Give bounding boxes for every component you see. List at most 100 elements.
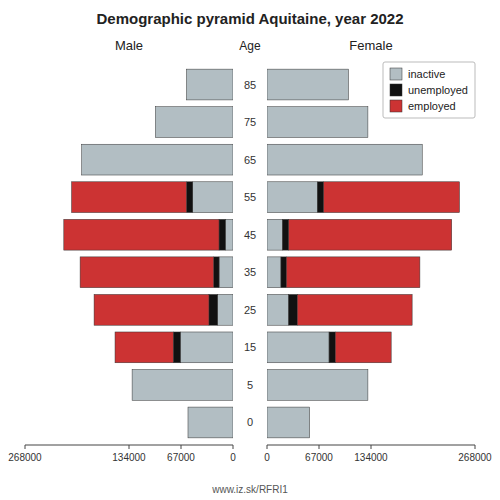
panel-title: Female	[349, 38, 392, 53]
bar: inactive	[267, 144, 422, 175]
bar: employed	[72, 182, 187, 213]
bar: employed	[309, 407, 310, 438]
legend: inactive unemployed employed	[383, 62, 475, 118]
bar: unemployed	[132, 370, 133, 401]
bar: inactive	[267, 69, 348, 100]
bar: employed	[155, 107, 156, 138]
legend-label: unemployed	[408, 84, 468, 96]
bar: employed	[186, 69, 187, 100]
bar: inactive	[193, 182, 233, 213]
bar: inactive	[219, 257, 233, 288]
x-tick-label: 134000	[112, 452, 146, 463]
bar: unemployed	[209, 294, 218, 325]
bar: unemployed	[186, 69, 187, 100]
bar: employed	[367, 370, 368, 401]
x-tick-label: 268000	[8, 452, 42, 463]
x-tick-label: 268000	[458, 452, 492, 463]
bar: inactive	[267, 332, 329, 363]
y-tick-label: 65	[244, 154, 256, 166]
x-tick	[267, 445, 268, 449]
bar: unemployed	[422, 144, 423, 175]
bar: employed	[422, 144, 423, 175]
y-tick-label: 15	[244, 341, 256, 353]
x-tick-label: 67000	[167, 452, 195, 463]
y-tick-label: 55	[244, 191, 256, 203]
axis-label: Age	[239, 39, 261, 53]
bar: employed	[297, 294, 412, 325]
bar: unemployed	[155, 107, 156, 138]
x-tick	[181, 445, 182, 449]
x-tick-label: 134000	[354, 452, 388, 463]
bar: employed	[115, 332, 173, 363]
y-tick-label: 85	[244, 79, 256, 91]
bar: unemployed	[367, 370, 368, 401]
panel-title: Male	[115, 38, 143, 53]
bar: inactive	[180, 332, 233, 363]
x-tick	[25, 445, 26, 449]
bar: employed	[367, 107, 368, 138]
x-tick-label: 0	[264, 452, 270, 463]
bar: employed	[324, 182, 460, 213]
title: Demographic pyramid Aquitaine, year 2022	[96, 10, 403, 27]
bar: employed	[348, 69, 349, 100]
panel: Maleinactiveunemployedemployedinactiveun…	[8, 38, 236, 463]
bar: inactive	[267, 257, 281, 288]
bar: inactive	[132, 370, 233, 401]
y-tick-label: 35	[244, 266, 256, 278]
bar: unemployed	[187, 407, 188, 438]
bar: unemployed	[367, 107, 368, 138]
y-tick-label: 25	[244, 304, 256, 316]
y-tick-label: 75	[244, 116, 256, 128]
bar: inactive	[267, 294, 289, 325]
legend-box	[383, 62, 475, 118]
bar: unemployed	[283, 219, 289, 250]
bar: unemployed	[317, 182, 323, 213]
bar: unemployed	[186, 182, 192, 213]
x-tick	[129, 445, 130, 449]
y-tick-label: 0	[247, 416, 253, 428]
annotation: www.iz.sk/RFRI1	[211, 484, 288, 495]
bar: inactive	[82, 144, 233, 175]
bar: employed	[81, 144, 82, 175]
bar: employed	[132, 370, 133, 401]
bar: inactive	[267, 107, 368, 138]
y-tick-label: 5	[247, 379, 253, 391]
bar: inactive	[225, 219, 233, 250]
bar: employed	[187, 407, 188, 438]
chart: Demographic pyramid Aquitaine, year 2022…	[0, 0, 500, 500]
x-tick	[233, 445, 234, 449]
bar: inactive	[267, 182, 317, 213]
legend-swatch	[390, 84, 402, 96]
x-tick	[319, 445, 320, 449]
bar: inactive	[267, 407, 310, 438]
bar: employed	[64, 219, 219, 250]
x-tick-label: 0	[230, 452, 236, 463]
bar: unemployed	[329, 332, 335, 363]
bar: unemployed	[281, 257, 286, 288]
bar: inactive	[155, 107, 233, 138]
bar: inactive	[186, 69, 233, 100]
bar: unemployed	[348, 69, 349, 100]
bar: employed	[335, 332, 391, 363]
x-tick	[475, 445, 476, 449]
bar: unemployed	[289, 294, 298, 325]
legend-label: employed	[408, 100, 456, 112]
bar: inactive	[217, 294, 233, 325]
bar: employed	[80, 257, 213, 288]
bar: unemployed	[173, 332, 180, 363]
bar: unemployed	[219, 219, 225, 250]
legend-swatch	[390, 68, 402, 80]
bar: unemployed	[214, 257, 219, 288]
bar: unemployed	[309, 407, 310, 438]
x-tick	[371, 445, 372, 449]
bar: employed	[286, 257, 419, 288]
bars: inactiveunemployedemployedinactiveunempl…	[64, 69, 233, 438]
panel: FemaleAgeinactiveunemployedemployedinact…	[239, 38, 492, 463]
bar: inactive	[267, 370, 368, 401]
bars: inactiveunemployedemployedinactiveunempl…	[267, 69, 459, 438]
x-tick-label: 67000	[305, 452, 333, 463]
bar: employed	[289, 219, 452, 250]
bar: unemployed	[81, 144, 82, 175]
legend-label: inactive	[408, 68, 445, 80]
bar: inactive	[188, 407, 233, 438]
